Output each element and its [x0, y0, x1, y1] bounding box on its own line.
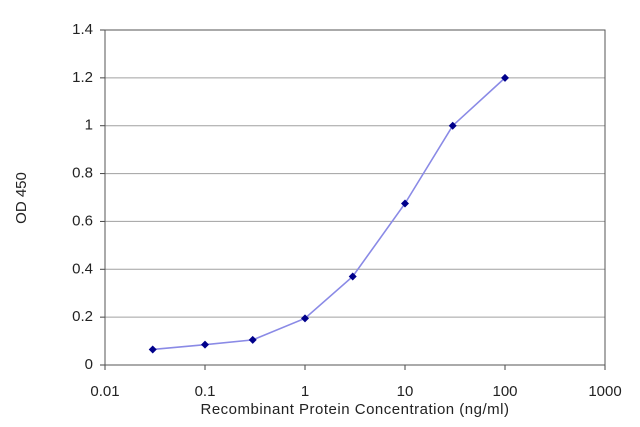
y-tick-label: 1.2	[72, 69, 93, 86]
y-tick-label: 0	[85, 356, 93, 373]
y-axis-label: OD 450	[13, 172, 30, 224]
y-tick-label: 0.2	[72, 308, 93, 325]
x-tick-label: 100	[492, 383, 517, 400]
marker	[448, 121, 457, 130]
marker	[201, 340, 209, 349]
x-tick-label: 0.01	[90, 383, 119, 400]
plot-frame	[104, 29, 606, 366]
line	[152, 77, 506, 351]
x-axis-label: Recombinant Protein Concentration (ng/ml…	[201, 401, 510, 418]
x-tick-label: 10	[397, 383, 414, 400]
x-tick-label: 0.1	[195, 383, 216, 400]
marker	[501, 73, 509, 82]
x-tick-label: 1	[301, 383, 309, 400]
y-tick-label: 1.4	[72, 21, 93, 38]
y-tick-label: 1	[85, 117, 93, 134]
marker	[301, 314, 309, 323]
y-tick-label: 0.8	[72, 165, 93, 182]
marker	[348, 272, 357, 281]
y-tick-label: 0.6	[72, 212, 93, 229]
marker	[248, 335, 257, 344]
y-tick-label: 0.4	[72, 260, 93, 277]
x-tick-label: 1000	[588, 383, 621, 400]
marker	[148, 345, 157, 354]
marker	[401, 199, 409, 208]
